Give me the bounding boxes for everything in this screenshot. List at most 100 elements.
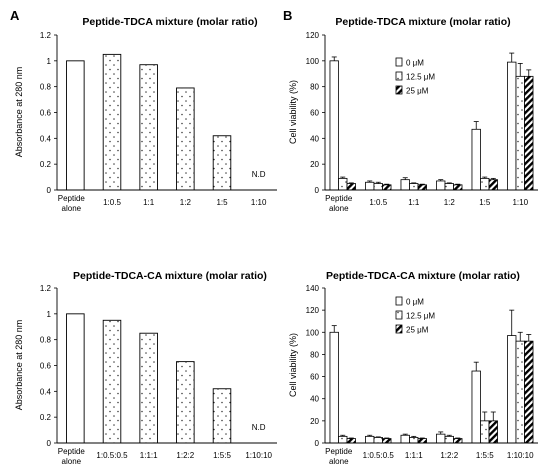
x-tick-label: Peptide alone — [325, 447, 353, 465]
legend-swatch — [395, 71, 403, 81]
x-tick-label: 1:10:10 — [507, 451, 534, 460]
bar — [436, 433, 446, 444]
x-tick-label: 1:2:2 — [440, 451, 458, 460]
bar — [400, 434, 410, 444]
bar — [373, 183, 383, 191]
x-tick-label: 1:5:5 — [213, 451, 231, 460]
y-tick-label: 20 — [310, 417, 319, 426]
legend-swatch — [395, 310, 403, 320]
bar — [66, 313, 85, 444]
bar — [453, 184, 463, 191]
legend-label: 25 μM — [406, 87, 429, 96]
y-tick-label: 1.2 — [40, 284, 52, 293]
y-tick-label: 0.6 — [40, 109, 52, 118]
bar — [102, 53, 122, 191]
y-axis-label: Absorbance at 280 nm — [14, 67, 24, 158]
bar — [515, 75, 525, 191]
panel-label-b: B — [283, 8, 292, 23]
y-tick-label: 0.8 — [40, 83, 52, 92]
bar — [444, 183, 454, 191]
chart-title: Peptide-TDCA-CA mixture (molar ratio) — [73, 270, 267, 282]
bar — [176, 361, 195, 444]
legend-swatch — [395, 324, 403, 334]
bar — [329, 331, 339, 444]
y-axis-label: Cell viability (%) — [288, 333, 298, 397]
y-tick-label: 140 — [306, 284, 320, 293]
x-tick-label: 1:2:2 — [176, 451, 194, 460]
y-tick-label: 0.4 — [40, 134, 52, 143]
bar — [444, 435, 454, 444]
y-tick-label: 40 — [310, 134, 319, 143]
bar — [212, 135, 232, 191]
bar — [66, 60, 85, 191]
bar — [382, 438, 392, 444]
legend-label: 25 μM — [406, 326, 429, 335]
legend-swatch — [395, 57, 403, 67]
x-tick-label: 1:0.5:0.5 — [363, 451, 395, 460]
y-tick-label: 60 — [310, 109, 319, 118]
y-tick-label: 120 — [306, 31, 320, 40]
bar — [488, 420, 498, 444]
y-tick-label: 0.4 — [40, 387, 52, 396]
y-tick-label: 100 — [306, 328, 320, 337]
x-tick-label: 1:1 — [143, 198, 155, 207]
legend-swatch — [395, 85, 403, 95]
y-tick-label: 1 — [47, 57, 52, 66]
y-tick-label: 0.8 — [40, 336, 52, 345]
legend-label: 0 μM — [406, 59, 424, 68]
x-tick-label: 1:5 — [216, 198, 228, 207]
panel-label-a: A — [10, 8, 20, 23]
chart-title: Peptide-TDCA mixture (molar ratio) — [335, 16, 510, 28]
bar — [338, 177, 348, 191]
bar — [471, 128, 481, 191]
legend-label: 0 μM — [406, 298, 424, 307]
x-tick-label: 1:2 — [180, 198, 192, 207]
not-detected-annotation: N.D — [252, 170, 266, 179]
legend-swatch — [395, 296, 403, 306]
x-tick-label: 1:0.5 — [369, 198, 387, 207]
legend-label: 12.5 μM — [406, 312, 435, 321]
bar — [417, 184, 427, 191]
y-tick-label: 80 — [310, 350, 319, 359]
y-axis-label: Cell viability (%) — [288, 80, 298, 144]
y-tick-label: 0 — [315, 439, 320, 448]
bar — [382, 184, 392, 191]
y-tick-label: 80 — [310, 83, 319, 92]
bar — [417, 438, 427, 444]
chart-b-bottom: Peptide-TDCA-CA mixture (molar ratio) Cel… — [288, 270, 538, 465]
bar — [524, 340, 534, 444]
chart-a-bottom: Peptide-TDCA-CA mixture (molar ratio) Abs… — [14, 270, 277, 465]
y-tick-label: 1.2 — [40, 31, 52, 40]
bar — [373, 437, 383, 444]
bar — [453, 438, 463, 444]
y-tick-label: 60 — [310, 373, 319, 382]
bar — [346, 183, 356, 191]
x-tick-label: 1:0.5 — [103, 198, 121, 207]
x-tick-label: 1:10 — [251, 198, 267, 207]
x-tick-label: 1:1:1 — [140, 451, 158, 460]
bar — [329, 60, 339, 191]
y-tick-label: 1 — [47, 310, 52, 319]
x-tick-label: 1:1:1 — [405, 451, 423, 460]
bar — [409, 183, 419, 191]
y-tick-label: 40 — [310, 395, 319, 404]
bar — [139, 332, 158, 444]
chart-a-top: Peptide-TDCA mixture (molar ratio) Absorb… — [14, 16, 277, 213]
y-tick-label: 0 — [47, 186, 52, 195]
x-tick-label: 1:5 — [479, 198, 491, 207]
bar — [436, 180, 446, 191]
y-tick-label: 0.2 — [40, 160, 52, 169]
chart-title: Peptide-TDCA-CA mixture (molar ratio) — [326, 270, 520, 282]
x-tick-label: 1:1 — [408, 198, 420, 207]
bar — [480, 420, 490, 444]
bar — [488, 179, 498, 191]
bar — [471, 370, 481, 444]
x-tick-label: 1:5:5 — [476, 451, 494, 460]
x-tick-label: Peptide alone — [58, 194, 86, 213]
bar — [212, 388, 232, 444]
y-tick-label: 0 — [315, 186, 320, 195]
bar — [176, 87, 195, 191]
x-tick-label: 1:2 — [444, 198, 456, 207]
y-tick-label: 0.6 — [40, 362, 52, 371]
